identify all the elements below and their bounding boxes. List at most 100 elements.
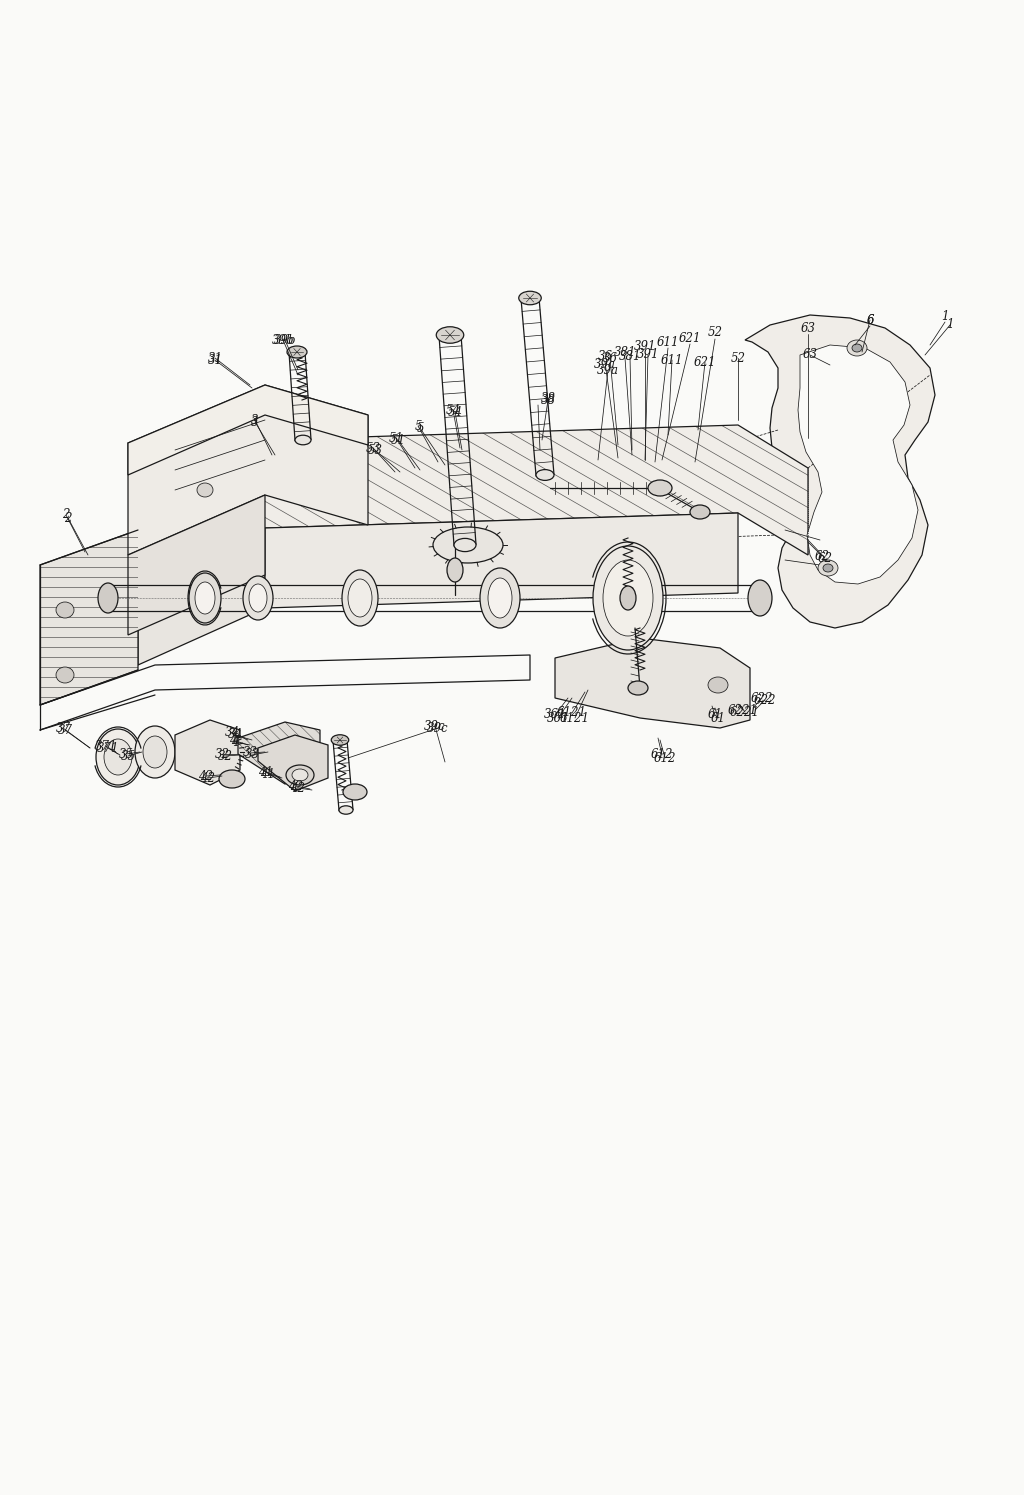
Text: 612: 612 <box>650 749 673 761</box>
Text: 31: 31 <box>208 353 222 366</box>
Ellipse shape <box>249 585 267 611</box>
Text: 361: 361 <box>544 709 566 722</box>
Ellipse shape <box>348 579 372 617</box>
Ellipse shape <box>488 579 512 617</box>
Text: 39c: 39c <box>427 722 449 734</box>
Ellipse shape <box>823 564 833 573</box>
Ellipse shape <box>708 677 728 694</box>
Ellipse shape <box>433 528 503 564</box>
Ellipse shape <box>436 327 464 344</box>
Ellipse shape <box>339 806 353 815</box>
Text: 63: 63 <box>803 348 817 362</box>
Ellipse shape <box>847 339 867 356</box>
Text: 371: 371 <box>96 742 119 755</box>
Text: 61: 61 <box>711 712 725 725</box>
Ellipse shape <box>690 505 710 519</box>
Text: 33: 33 <box>245 749 259 761</box>
Text: 36: 36 <box>602 351 617 365</box>
Text: 36: 36 <box>597 350 612 362</box>
Text: 63: 63 <box>801 321 815 335</box>
Text: 3: 3 <box>251 414 259 426</box>
Text: 39b: 39b <box>271 333 294 347</box>
Text: 6: 6 <box>866 314 873 326</box>
Ellipse shape <box>292 768 308 780</box>
Text: 391: 391 <box>637 348 659 362</box>
Text: 42: 42 <box>289 779 303 792</box>
Ellipse shape <box>480 568 520 628</box>
Polygon shape <box>128 386 368 555</box>
Polygon shape <box>128 495 265 635</box>
Ellipse shape <box>98 583 118 613</box>
Text: 35: 35 <box>119 748 133 761</box>
Text: 6121: 6121 <box>557 707 587 719</box>
Polygon shape <box>175 721 240 785</box>
Text: 42: 42 <box>291 782 305 794</box>
Text: 612: 612 <box>653 752 676 764</box>
Text: 53: 53 <box>366 441 381 454</box>
Text: 611: 611 <box>660 353 683 366</box>
Text: 54: 54 <box>445 404 461 417</box>
Text: 621: 621 <box>693 356 716 368</box>
Text: 52: 52 <box>708 326 723 339</box>
Ellipse shape <box>295 435 311 446</box>
Text: 361: 361 <box>547 712 569 725</box>
Ellipse shape <box>628 682 648 695</box>
Polygon shape <box>798 345 918 585</box>
Text: 41: 41 <box>260 767 275 780</box>
Polygon shape <box>238 722 319 783</box>
Ellipse shape <box>343 783 367 800</box>
Ellipse shape <box>593 546 663 650</box>
Ellipse shape <box>96 730 140 785</box>
Ellipse shape <box>219 770 245 788</box>
Text: 371: 371 <box>95 740 118 752</box>
Ellipse shape <box>648 480 672 496</box>
Text: 42: 42 <box>201 771 215 785</box>
Ellipse shape <box>620 586 636 610</box>
Text: 34: 34 <box>224 727 240 740</box>
Text: 51: 51 <box>388 432 403 444</box>
Text: 33: 33 <box>243 746 257 759</box>
Polygon shape <box>258 736 328 791</box>
Ellipse shape <box>197 483 213 496</box>
Ellipse shape <box>342 570 378 626</box>
Text: 621: 621 <box>679 332 701 344</box>
Text: 42: 42 <box>199 770 213 782</box>
Text: 38: 38 <box>541 393 555 407</box>
Ellipse shape <box>603 561 653 635</box>
Text: 2: 2 <box>62 508 70 522</box>
Text: 39c: 39c <box>424 719 445 733</box>
Text: 37: 37 <box>55 722 71 734</box>
Polygon shape <box>40 531 138 706</box>
Ellipse shape <box>519 292 542 305</box>
Text: 61: 61 <box>708 709 723 722</box>
Ellipse shape <box>447 558 463 582</box>
Text: 6221: 6221 <box>730 706 760 719</box>
Ellipse shape <box>748 580 772 616</box>
Text: 6121: 6121 <box>560 712 590 725</box>
Text: 381: 381 <box>618 350 641 363</box>
Ellipse shape <box>536 469 554 480</box>
Polygon shape <box>138 425 808 585</box>
Polygon shape <box>138 528 265 665</box>
Text: 6221: 6221 <box>728 704 758 716</box>
Text: 5: 5 <box>416 422 424 435</box>
Text: 2: 2 <box>65 511 72 525</box>
Text: 31: 31 <box>208 351 222 365</box>
Text: 39a: 39a <box>594 359 616 371</box>
Ellipse shape <box>143 736 167 768</box>
Ellipse shape <box>189 573 221 623</box>
Ellipse shape <box>454 538 476 552</box>
Ellipse shape <box>135 727 175 777</box>
Text: 381: 381 <box>613 345 636 359</box>
Text: 4: 4 <box>231 736 239 749</box>
Ellipse shape <box>287 345 307 357</box>
Text: 32: 32 <box>214 748 229 761</box>
Text: 1: 1 <box>946 318 953 332</box>
Text: 5: 5 <box>415 420 422 432</box>
Polygon shape <box>265 513 738 608</box>
Text: 611: 611 <box>656 335 679 348</box>
Text: 38: 38 <box>541 392 555 405</box>
Text: 39a: 39a <box>597 363 618 377</box>
Ellipse shape <box>195 582 215 614</box>
Text: 622: 622 <box>754 694 776 707</box>
